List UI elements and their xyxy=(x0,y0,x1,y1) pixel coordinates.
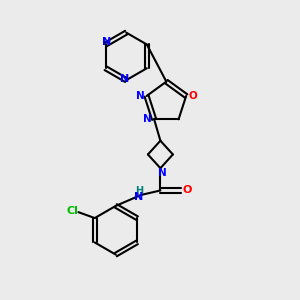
Text: N: N xyxy=(103,37,112,47)
Text: N: N xyxy=(120,74,129,84)
Text: H: H xyxy=(135,186,143,197)
Text: N: N xyxy=(134,192,144,202)
Text: N: N xyxy=(136,91,144,101)
Text: O: O xyxy=(188,91,197,101)
Text: O: O xyxy=(182,185,192,196)
Text: N: N xyxy=(143,114,152,124)
Text: Cl: Cl xyxy=(67,206,78,216)
Text: N: N xyxy=(158,168,166,178)
